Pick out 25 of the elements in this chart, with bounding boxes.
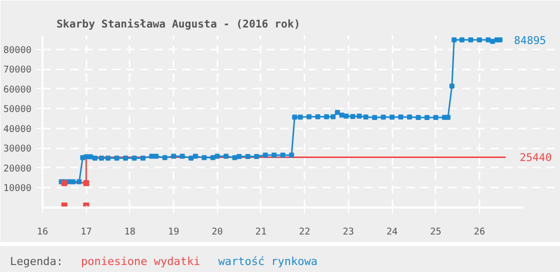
y-tick-label: 70000 <box>3 64 32 76</box>
x-tick-label: 21 <box>255 226 267 238</box>
x-tick-label: 22 <box>299 226 310 238</box>
annotation: 25440 <box>520 151 552 164</box>
x-tick-label: 17 <box>80 226 92 238</box>
annotation: 84895 <box>514 34 546 47</box>
x-tick-label: 20 <box>212 226 224 238</box>
y-tick-label: 40000 <box>3 124 32 135</box>
x-tick-label: 19 <box>168 226 180 238</box>
y-tick-label: 80000 <box>3 44 32 56</box>
x-tick-label: 26 <box>474 226 486 238</box>
y-tick-label: 10000 <box>3 183 32 194</box>
text: wartość rynkowa <box>218 255 318 268</box>
x-tick-label: 25 <box>430 226 442 238</box>
y-tick-label: 20000 <box>3 163 32 174</box>
x-tick-label: 18 <box>124 226 136 238</box>
x-tick-label: 16 <box>36 226 48 238</box>
chart-title: Skarby Stanisława Augusta - (2016 rok) <box>56 18 300 30</box>
y-tick-label: 30000 <box>3 144 32 155</box>
y-tick-label: 60000 <box>3 84 32 96</box>
y-tick-label: 50000 <box>3 104 32 116</box>
legend-title: Legenda: <box>10 255 63 268</box>
x-tick-label: 23 <box>342 226 354 238</box>
text: poniesione wydatki <box>80 255 200 268</box>
x-tick-label: 24 <box>386 226 398 238</box>
